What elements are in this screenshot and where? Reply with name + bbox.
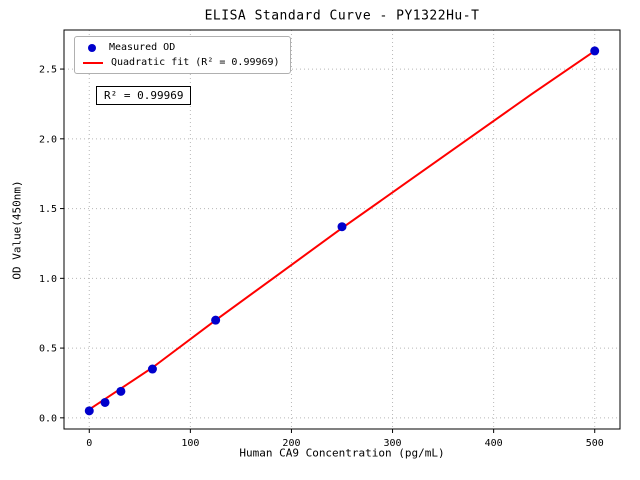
data-point (116, 386, 126, 396)
data-point (147, 364, 157, 374)
r-squared-annotation: R² = 0.99969 (96, 86, 192, 105)
legend-item-quadratic-fit: Quadratic fit (R² = 0.99969) (83, 57, 280, 68)
x-tick-label: 200 (282, 438, 300, 449)
legend-item-measured-od: Measured OD (83, 42, 280, 53)
x-tick-label: 0 (86, 438, 92, 449)
data-point (100, 397, 110, 407)
x-tick-label: 100 (181, 438, 199, 449)
x-tick-label: 300 (384, 438, 402, 449)
data-point (84, 406, 94, 416)
legend-label-quadratic-fit: Quadratic fit (R² = 0.99969) (111, 57, 280, 68)
y-axis-label: OD Value(450nm) (10, 180, 24, 280)
data-point (211, 315, 221, 325)
data-point (590, 46, 600, 56)
y-tick-label: 0.5 (39, 344, 57, 355)
legend: Measured OD Quadratic fit (R² = 0.99969) (74, 36, 291, 74)
y-tick-label: 2.5 (39, 65, 57, 76)
measured-od-marker-icon (88, 43, 96, 52)
x-axis-label: Human CA9 Concentration (pg/mL) (239, 446, 445, 460)
legend-label-measured-od: Measured OD (109, 42, 176, 53)
chart-title: ELISA Standard Curve - PY1322Hu-T (204, 8, 480, 24)
y-tick-label: 2.0 (39, 134, 57, 145)
x-tick-label: 500 (586, 438, 604, 449)
data-point (337, 222, 347, 232)
x-tick-label: 400 (485, 438, 503, 449)
plot-border (63, 29, 621, 430)
y-tick-label: 1.5 (39, 204, 57, 215)
y-tick-label: 1.0 (39, 274, 57, 285)
fit-line-marker-icon (83, 61, 103, 64)
y-tick-label: 0.0 (39, 413, 57, 424)
